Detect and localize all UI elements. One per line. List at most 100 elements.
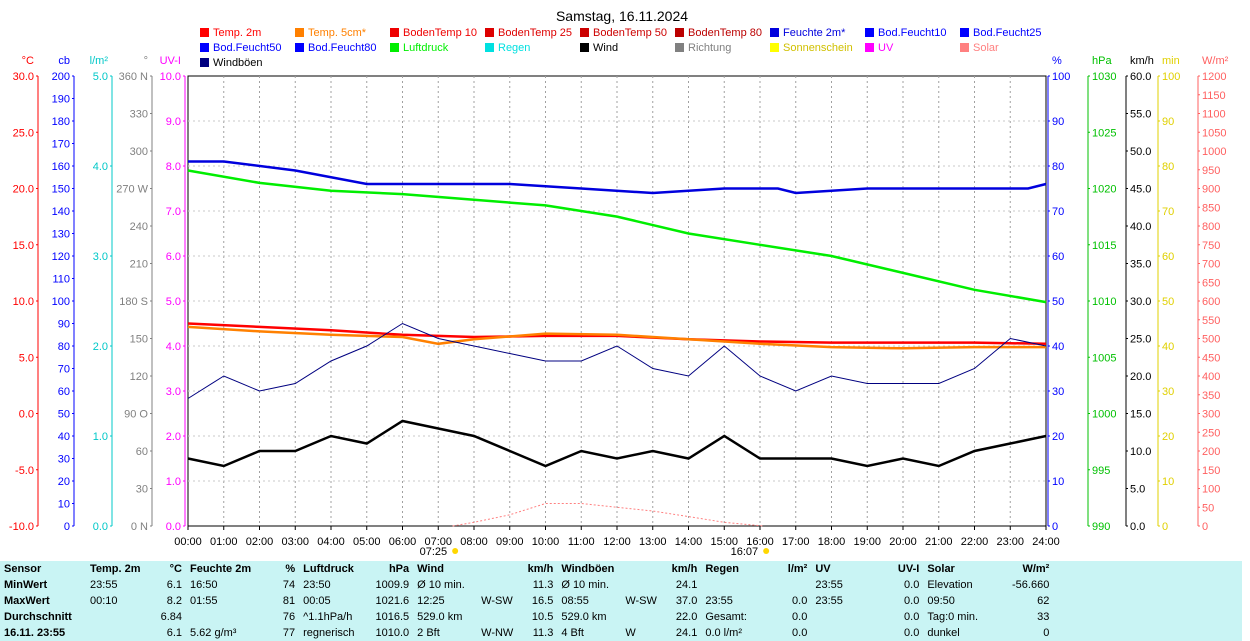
time-axis: 00:00 01:00 02:00 03:00 04:00 05:00 06:00 07:00… <box>174 526 1060 558</box>
stats-cell: 77 <box>282 627 296 639</box>
legend-label: Solar <box>973 42 999 54</box>
series-line <box>187 325 1046 350</box>
statistics-panel: Sensor Temp. 2m °C Feuchte 2m% Luftdruck hPa W… <box>0 561 1242 641</box>
axis-tick-label: 10 <box>58 499 70 511</box>
legend-swatch <box>865 43 874 52</box>
axis-tick-label: 500 <box>1202 334 1220 346</box>
statistics-table: Sensor Temp. 2m °C Feuchte 2m% Luftdruck hPa W… <box>0 561 1053 641</box>
x-tick-label: 00:00 <box>174 536 202 548</box>
legend-label: BodenTemp 25 <box>498 27 572 39</box>
legend-label: Wind <box>593 42 618 54</box>
x-tick-label: 01:00 <box>210 536 238 548</box>
axis-unit-label: W/m² <box>1202 55 1229 67</box>
stats-cell: 0 <box>1043 627 1050 639</box>
x-tick-label: 22:00 <box>961 536 989 548</box>
axis-tick-label: 40 <box>1162 341 1174 353</box>
right-axes: %1009080706050403020100hPa10301025102010… <box>1047 55 1229 533</box>
axis-unit-label: hPa <box>1092 55 1112 67</box>
stats-cell <box>811 609 879 625</box>
series-line <box>187 322 1047 399</box>
axis-tick-label: 150 <box>130 334 148 346</box>
chart-legend: Temp. 2m Temp. 5cm* BodenTemp 10 BodenTemp … <box>200 27 1042 69</box>
stats-header-cell: Sensor <box>4 563 42 575</box>
legend-label: Bod.Feucht50 <box>213 42 282 54</box>
stats-header-cell: Regen <box>705 563 739 575</box>
x-tick-label: 24:00 <box>1032 536 1060 548</box>
stats-cell <box>86 609 146 625</box>
legend-swatch <box>960 28 969 37</box>
axis-tick-label: 15.0 <box>1130 409 1151 421</box>
stats-cell: 00:05 <box>303 595 331 607</box>
stats-cell: 0.0 <box>904 579 920 591</box>
axis-tick-label: 40 <box>1052 341 1064 353</box>
axis-tick-label: 0.0 <box>19 409 34 421</box>
stats-cell <box>86 625 146 641</box>
axis-tick-label: 170 <box>52 139 70 151</box>
legend-swatch <box>485 43 494 52</box>
x-tick-label: 05:00 <box>353 536 381 548</box>
axis-tick-label: 700 <box>1202 259 1220 271</box>
axis-tick-label: 270 W <box>116 184 148 196</box>
stats-header-cell: W/m² <box>1022 563 1050 575</box>
stats-cell: 529.0 km <box>417 611 463 623</box>
stats-cell: 1010.0 <box>375 627 410 639</box>
series-line <box>187 419 1047 468</box>
axis-tick-label: 5.0 <box>19 352 34 364</box>
stats-cell: 00:10 <box>90 595 118 607</box>
series-line <box>452 503 764 527</box>
axis-tick-label: 3.0 <box>93 251 108 263</box>
chart-title: Samstag, 16.11.2024 <box>556 8 688 24</box>
stats-cell: 0.0 <box>792 611 808 623</box>
axis-tick-label: 70 <box>58 364 70 376</box>
axis-unit-label: min <box>1162 55 1180 67</box>
axis-tick-label: 60 <box>1052 251 1064 263</box>
stats-cell: Elevation <box>927 579 973 591</box>
stats-cell: 1016.5 <box>375 611 410 623</box>
axis-tick-label: 450 <box>1202 352 1220 364</box>
axis-unit-label: % <box>1052 55 1062 67</box>
legend-label: Temp. 2m <box>213 27 261 39</box>
stats-header-cell: Temp. 2m <box>90 563 141 575</box>
axis-tick-label: 900 <box>1202 184 1220 196</box>
axis-tick-label: 1200 <box>1202 71 1226 83</box>
stats-header-cell: km/h <box>671 563 698 575</box>
axis-tick-label: 150 <box>1202 465 1220 477</box>
axis-tick-label: 8.0 <box>166 161 181 173</box>
stats-cell: 74 <box>282 579 296 591</box>
axis-tick-label: 240 <box>130 221 148 233</box>
legend-label: Temp. 5cm* <box>308 27 367 39</box>
axis-tick-label: 10.0 <box>160 71 181 83</box>
x-tick-label: 14:00 <box>675 536 703 548</box>
legend-swatch <box>960 43 969 52</box>
axis-tick-label: -10.0 <box>9 521 34 533</box>
stats-header-cell: Feuchte 2m <box>190 563 252 575</box>
axis-tick-label: 300 <box>130 146 148 158</box>
axis-tick-label: 1150 <box>1202 90 1226 102</box>
stats-cell: 529.0 km <box>561 611 607 623</box>
stats-cell: 0.0 <box>904 627 920 639</box>
axis-tick-label: 100 <box>1162 71 1180 83</box>
axis-tick-label: 5.0 <box>166 296 181 308</box>
stats-cell: 09:50 <box>927 595 955 607</box>
stats-cell: 33 <box>1037 611 1050 623</box>
stats-cell: Durchschnitt <box>4 611 72 623</box>
legend-swatch <box>865 28 874 37</box>
legend-label: Bod.Feucht25 <box>973 27 1042 39</box>
x-tick-label: 15:00 <box>710 536 738 548</box>
legend-label: BodenTemp 10 <box>403 27 477 39</box>
stats-cell: 23:55 <box>90 579 118 591</box>
axis-tick-label: 750 <box>1202 240 1220 252</box>
axis-tick-label: 200 <box>52 71 70 83</box>
axis-tick-label: 50 <box>1202 502 1214 514</box>
axis-tick-label: 0 N <box>131 521 148 533</box>
x-tick-label: 23:00 <box>996 536 1024 548</box>
stats-cell <box>811 625 879 641</box>
axis-tick-label: 10.0 <box>13 296 34 308</box>
stats-cell: 0.0 <box>792 595 808 607</box>
stats-cell: 16.5 <box>531 595 554 607</box>
stats-header-cell: km/h <box>527 563 554 575</box>
axis-tick-label: 30 <box>58 454 70 466</box>
axis-tick-label: 10 <box>1162 476 1174 488</box>
stats-cell <box>621 577 661 593</box>
axis-tick-label: 20.0 <box>1130 371 1151 383</box>
